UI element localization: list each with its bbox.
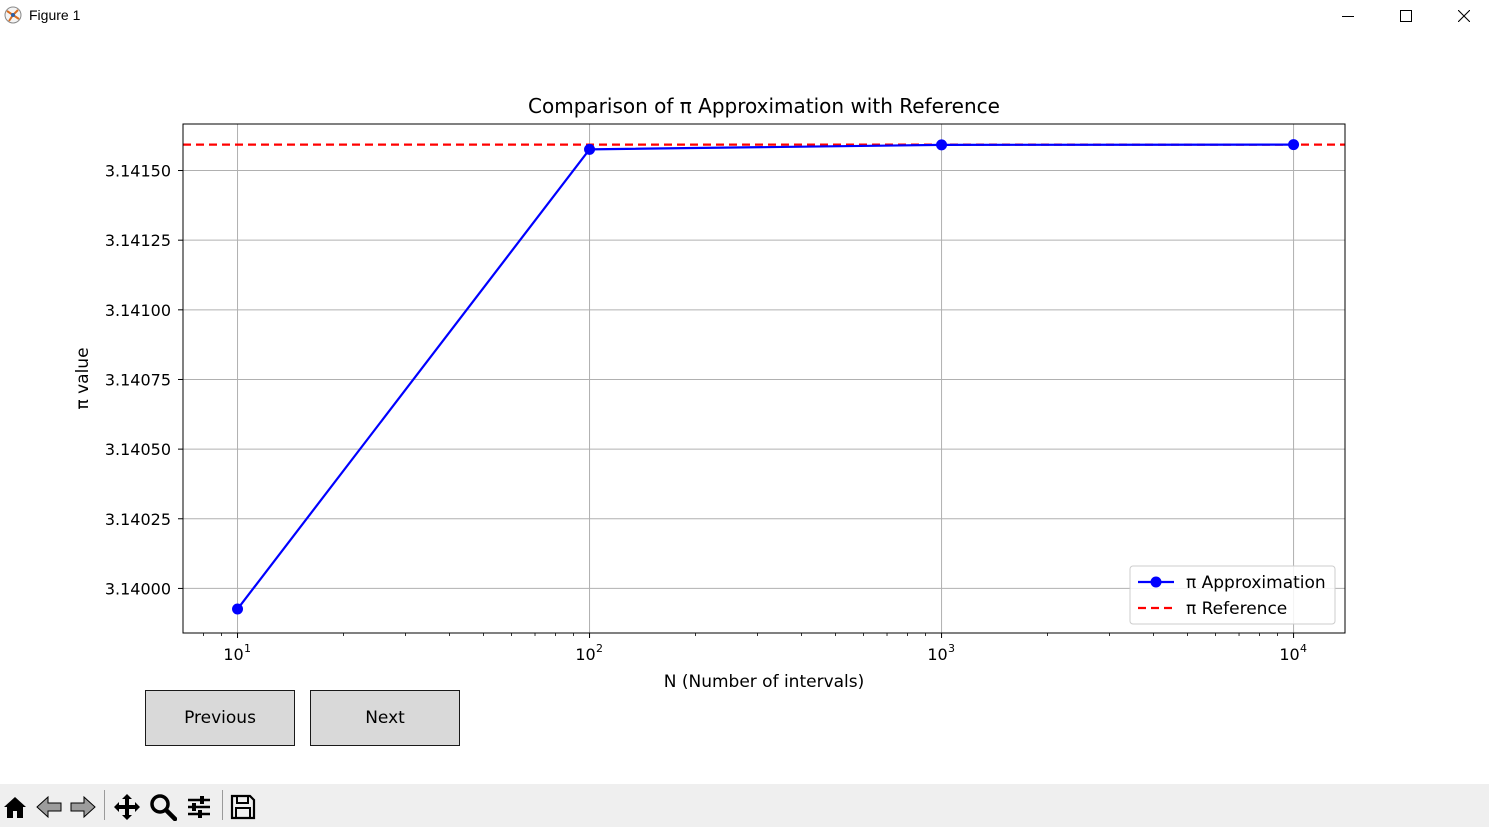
- x-tick-label-exponent: 4: [1300, 642, 1307, 655]
- back-arrow-icon: [36, 795, 62, 819]
- x-tick-label-exponent: 2: [596, 642, 603, 655]
- zoom-button[interactable]: [148, 792, 178, 822]
- x-tick-label-exponent: 3: [948, 642, 955, 655]
- window-titlebar: Figure 1: [0, 0, 1489, 32]
- home-button[interactable]: [0, 792, 30, 822]
- toolbar-separator: [104, 790, 105, 820]
- series: [183, 139, 1345, 615]
- forward-button[interactable]: [68, 792, 98, 822]
- y-tick-label: 3.14150: [105, 162, 171, 181]
- y-tick-label: 3.14000: [105, 579, 171, 598]
- save-icon: [230, 794, 256, 820]
- grid: [183, 124, 1345, 633]
- legend-approximation-marker: [1150, 576, 1162, 588]
- legend: π Approximation π Reference: [1129, 565, 1336, 625]
- y-axis-label: π value: [73, 347, 93, 409]
- ticks: 3.14000 3.14025 3.14050 3.14075 3.14100 3.141…: [105, 162, 1307, 664]
- legend-box: [1129, 565, 1336, 625]
- configure-subplots-button[interactable]: [184, 792, 214, 822]
- x-tick-label: 10: [927, 645, 947, 664]
- x-tick-label: 10: [1279, 645, 1299, 664]
- approximation-point: [584, 143, 596, 155]
- figure-canvas: 3.14000 3.14025 3.14050 3.14075 3.14100 3.141…: [0, 32, 1489, 784]
- close-button[interactable]: [1435, 0, 1489, 32]
- maximize-icon: [1400, 10, 1412, 22]
- minimize-icon: [1342, 16, 1354, 17]
- x-axis-label: N (Number of intervals): [664, 672, 865, 692]
- approximation-point: [936, 139, 948, 151]
- y-tick-label: 3.14100: [105, 301, 171, 320]
- next-button[interactable]: Next: [310, 690, 460, 746]
- window-title: Figure 1: [29, 7, 81, 23]
- close-icon: [1458, 10, 1470, 22]
- approximation-point: [232, 603, 244, 615]
- y-tick-label: 3.14075: [105, 370, 171, 389]
- minimize-button[interactable]: [1319, 0, 1377, 32]
- x-tick-label-exponent: 1: [244, 642, 251, 655]
- y-tick-label: 3.14050: [105, 440, 171, 459]
- save-button[interactable]: [228, 792, 258, 822]
- toolbar: [0, 784, 1489, 827]
- axes-frame: [182, 123, 1346, 634]
- pan-icon: [114, 794, 140, 820]
- forward-arrow-icon: [70, 795, 96, 819]
- home-icon: [4, 797, 26, 818]
- previous-button[interactable]: Previous: [145, 690, 295, 746]
- configure-subplots-icon: [188, 796, 210, 818]
- pan-button[interactable]: [112, 792, 142, 822]
- zoom-icon: [150, 794, 177, 821]
- approximation-point: [1288, 139, 1300, 151]
- chart: 3.14000 3.14025 3.14050 3.14075 3.14100 3.141…: [73, 94, 1346, 692]
- maximize-button[interactable]: [1377, 0, 1435, 32]
- toolbar-separator: [222, 790, 223, 820]
- legend-reference-label: π Reference: [1186, 599, 1287, 619]
- app-icon: [4, 6, 22, 24]
- back-button[interactable]: [34, 792, 64, 822]
- x-tick-label: 10: [575, 645, 595, 664]
- x-tick-label: 10: [223, 645, 243, 664]
- approximation-line: [236, 143, 1294, 610]
- chart-title: Comparison of π Approximation with Refer…: [528, 94, 1000, 118]
- y-tick-label: 3.14025: [105, 510, 171, 529]
- legend-approximation-label: π Approximation: [1186, 573, 1326, 593]
- y-tick-label: 3.14125: [105, 231, 171, 250]
